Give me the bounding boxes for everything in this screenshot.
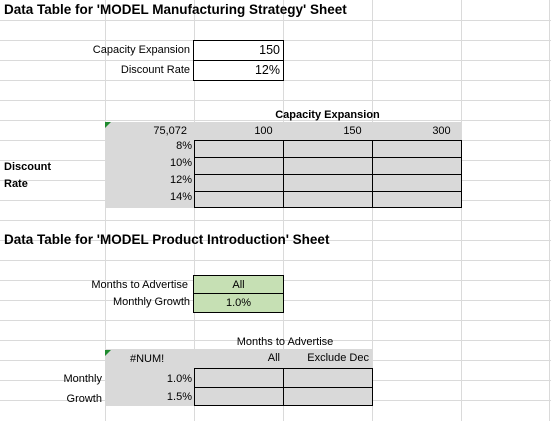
column-value-100[interactable]: 100 <box>254 125 273 137</box>
row-input-column <box>105 122 194 208</box>
months-to-advertise-label: Months to Advertise <box>91 279 188 291</box>
row-value-14pct[interactable]: 14% <box>169 191 192 203</box>
discount-rate-input[interactable]: 12% <box>193 60 284 81</box>
result-cell[interactable] <box>372 140 462 158</box>
gridline <box>0 220 551 221</box>
row-input-column <box>105 349 194 406</box>
result-cell[interactable] <box>194 157 284 175</box>
result-cell[interactable] <box>372 174 462 192</box>
data-table-column-header: Months to Advertise <box>236 336 334 348</box>
result-cell[interactable] <box>194 191 284 208</box>
result-cell[interactable] <box>372 157 462 175</box>
result-cell[interactable] <box>283 191 373 208</box>
row-label-growth: Growth <box>66 393 102 405</box>
column-input-row <box>194 122 461 141</box>
column-input-row <box>194 349 372 368</box>
row-value-8pct[interactable]: 8% <box>176 140 192 152</box>
table-corner-formula[interactable]: 75,072 <box>153 125 187 137</box>
gridline <box>461 0 462 421</box>
column-value-300[interactable]: 300 <box>432 125 451 137</box>
result-cell[interactable] <box>194 387 284 406</box>
gridline <box>283 0 284 421</box>
gridline <box>194 0 195 421</box>
row-label-rate: Rate <box>4 178 28 190</box>
monthly-growth-label: Monthly Growth <box>112 296 190 308</box>
row-label-monthly: Monthly <box>63 373 102 385</box>
column-value-exclude-dec[interactable]: Exclude Dec <box>307 352 369 364</box>
gridline <box>0 20 551 21</box>
capacity-expansion-label: Capacity Expansion <box>92 44 190 56</box>
section2-title: Data Table for 'MODEL Product Introducti… <box>4 232 330 247</box>
discount-rate-label: Discount Rate <box>120 64 190 76</box>
result-cell[interactable] <box>283 387 373 406</box>
monthly-growth-input[interactable]: 1.0% <box>193 293 284 313</box>
result-cell[interactable] <box>283 157 373 175</box>
gridline <box>0 100 551 101</box>
comment-indicator-icon <box>105 350 111 356</box>
comment-indicator-icon <box>105 122 111 128</box>
table-corner-formula[interactable]: #NUM! <box>130 353 165 365</box>
section1-title: Data Table for 'MODEL Manufacturing Stra… <box>4 2 347 17</box>
capacity-expansion-input[interactable]: 150 <box>193 40 284 61</box>
gridline <box>0 320 551 321</box>
gridline <box>549 0 550 421</box>
gridline <box>105 0 106 421</box>
column-value-all[interactable]: All <box>267 352 280 364</box>
gridline <box>0 260 551 261</box>
gridline <box>0 120 551 121</box>
column-value-150[interactable]: 150 <box>343 125 362 137</box>
gridline <box>372 0 373 421</box>
result-cell[interactable] <box>283 368 373 388</box>
row-value-1pct[interactable]: 1.0% <box>166 373 192 385</box>
row-label-discount: Discount <box>4 161 52 173</box>
gridline <box>0 340 551 341</box>
result-cell[interactable] <box>194 174 284 192</box>
result-cell[interactable] <box>283 174 373 192</box>
result-cell[interactable] <box>372 191 462 208</box>
row-value-12pct[interactable]: 12% <box>169 174 192 186</box>
row-value-10pct[interactable]: 10% <box>169 157 192 169</box>
row-value-1-5pct[interactable]: 1.5% <box>166 391 192 403</box>
result-cell[interactable] <box>194 140 284 158</box>
result-cell[interactable] <box>194 368 284 388</box>
result-cell[interactable] <box>283 140 373 158</box>
gridline <box>0 240 551 241</box>
data-table-column-header: Capacity Expansion <box>275 109 380 121</box>
